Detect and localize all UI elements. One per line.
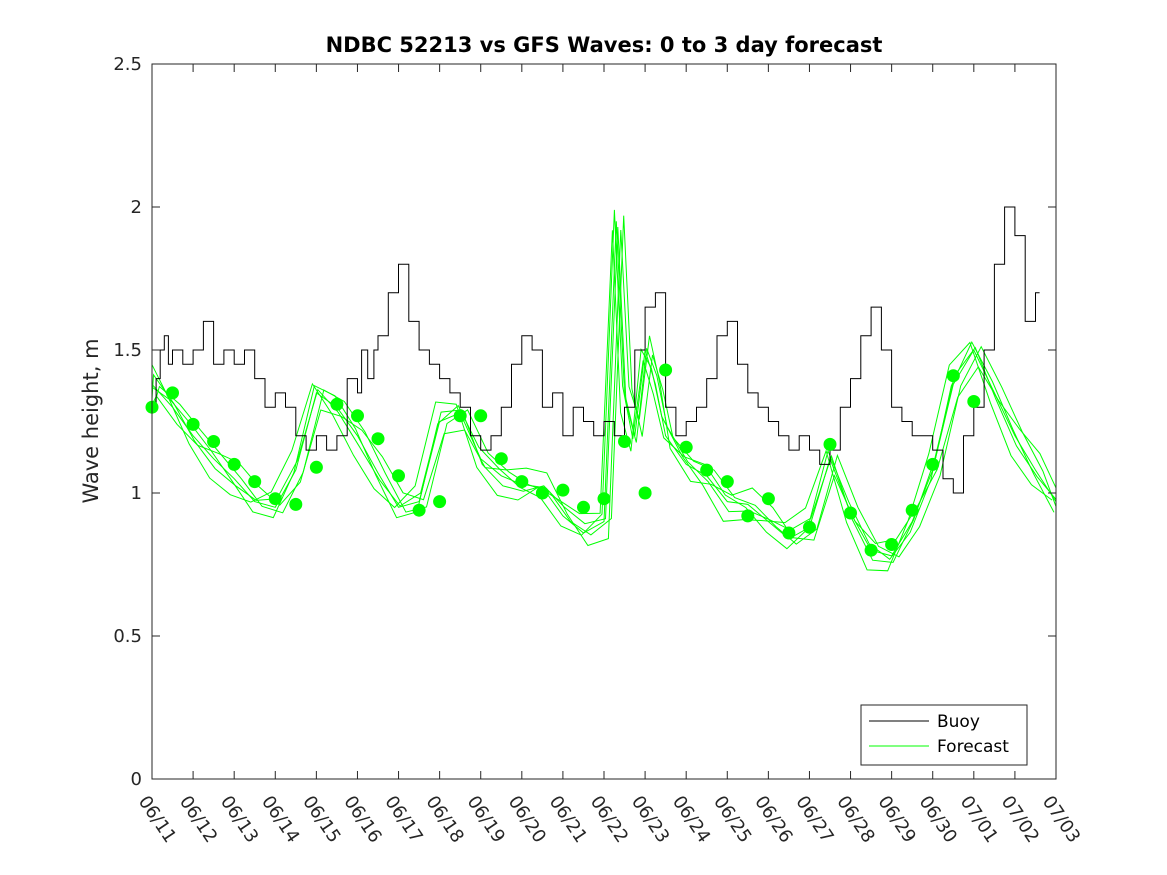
forecast-point — [186, 417, 200, 431]
x-tick-label: 06/17 — [380, 792, 426, 847]
forecast-point — [700, 463, 714, 477]
forecast-point — [864, 543, 878, 557]
forecast-point — [823, 437, 837, 451]
x-tick-label: 06/22 — [586, 792, 632, 847]
forecast-point — [679, 440, 693, 454]
forecast-point — [556, 483, 570, 497]
x-tick-label: 06/30 — [915, 792, 961, 847]
x-tick-label: 07/03 — [1038, 792, 1084, 847]
forecast-point — [741, 509, 755, 523]
forecast-point — [351, 409, 364, 423]
forecast-point — [433, 495, 447, 509]
forecast-point — [392, 469, 405, 483]
x-tick-label: 06/23 — [627, 792, 673, 847]
x-tick-label: 06/20 — [504, 792, 550, 847]
x-tick-label: 06/27 — [791, 792, 837, 847]
forecast-point — [803, 520, 816, 534]
forecast-point — [761, 492, 775, 506]
forecast-point — [659, 363, 673, 377]
y-tick-label: 0 — [131, 769, 142, 790]
forecast-point — [946, 369, 960, 383]
forecast-point — [844, 506, 857, 520]
forecast-point — [515, 475, 529, 489]
legend-buoy-label: Buoy — [937, 712, 980, 732]
x-tick-label: 06/15 — [298, 792, 344, 847]
y-tick-label: 0.5 — [113, 626, 142, 647]
x-tick-label: 07/02 — [997, 792, 1043, 847]
forecast-point — [474, 409, 488, 423]
x-tick-label: 06/29 — [873, 792, 919, 847]
forecast-point — [289, 497, 303, 511]
forecast-point — [638, 486, 652, 500]
forecast-point — [207, 435, 221, 448]
forecast-line-3 — [151, 209, 1055, 561]
forecast-point — [782, 526, 796, 540]
y-tick-label: 2.5 — [113, 54, 142, 75]
forecast-line-1 — [151, 221, 1057, 557]
forecast-point — [330, 397, 344, 411]
x-tick-label: 07/01 — [956, 792, 1002, 847]
forecast-point — [227, 457, 241, 471]
forecast-point — [926, 457, 940, 471]
forecast-line-4 — [151, 229, 1057, 547]
x-tick-label: 06/14 — [257, 792, 303, 847]
chart-title: NDBC 52213 vs GFS Waves: 0 to 3 day fore… — [326, 33, 883, 57]
forecast-point — [371, 432, 385, 446]
x-tick-label: 06/18 — [421, 792, 467, 847]
x-tick-label: 06/21 — [545, 792, 591, 847]
forecast-point — [309, 460, 323, 474]
x-tick-label: 06/25 — [709, 792, 755, 847]
buoy-line — [152, 206, 1040, 494]
forecast-line-2 — [151, 226, 1057, 563]
forecast-point — [166, 386, 179, 400]
x-tick-label: 06/19 — [463, 792, 509, 847]
forecast-point — [535, 486, 549, 500]
forecast-line-5 — [151, 230, 1053, 572]
forecast-point — [268, 492, 282, 506]
x-tick-label: 06/24 — [668, 792, 714, 847]
x-tick-label: 06/12 — [175, 792, 221, 847]
legend-box — [860, 704, 1028, 766]
forecast-point — [453, 409, 467, 423]
x-tick-label: 06/26 — [750, 792, 796, 847]
forecast-point — [720, 475, 734, 489]
legend-forecast-label: Forecast — [937, 737, 1009, 757]
x-tick-label: 06/13 — [216, 792, 262, 847]
y-tick-label: 2 — [131, 197, 142, 218]
y-tick-label: 1 — [131, 483, 142, 504]
forecast-point — [967, 395, 981, 408]
forecast-point — [412, 503, 426, 517]
forecast-point — [597, 492, 611, 506]
forecast-line-6 — [151, 215, 1057, 558]
legend: Buoy Forecast — [860, 704, 1028, 766]
forecast-point — [618, 435, 631, 448]
forecast-point — [494, 452, 508, 466]
forecast-point — [885, 538, 899, 551]
x-tick-label: 06/16 — [339, 792, 385, 847]
plot-area — [145, 64, 1057, 779]
y-axis-label: Wave height, m — [79, 338, 103, 503]
x-tick-label: 06/11 — [134, 792, 180, 847]
y-tick-label: 1.5 — [113, 340, 142, 361]
x-tick-label: 06/28 — [832, 792, 878, 847]
forecast-point — [577, 500, 590, 514]
forecast-point — [905, 503, 919, 517]
forecast-point — [248, 475, 262, 489]
